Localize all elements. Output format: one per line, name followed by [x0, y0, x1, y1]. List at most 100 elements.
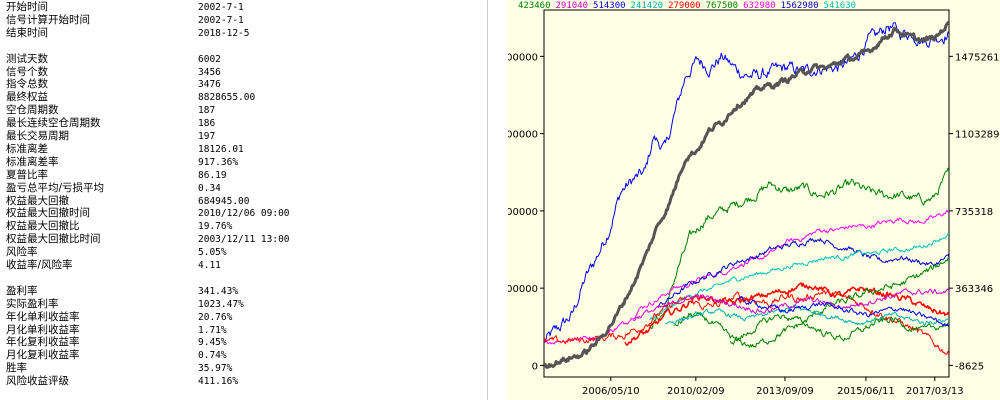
series-line [544, 20, 949, 369]
legend-entry: 1562980 [780, 1, 819, 11]
x-axis-label: 2006/05/10 [582, 386, 640, 397]
stat-row: 权益最大回撤比 19.76% [0, 220, 488, 233]
stat-row: 标准离差率 917.36% [0, 156, 488, 169]
y-axis-right-label: 363346 [955, 284, 993, 295]
legend-entry: 423460 [518, 1, 551, 11]
stat-value: 9.45% [198, 337, 227, 349]
legend-entry: 632980 [743, 1, 776, 11]
stat-value: 0.74% [198, 350, 227, 362]
stat-label: 权益最大回撤时间 [6, 207, 90, 220]
stat-label: 权益最大回撤比时间 [6, 233, 101, 246]
stat-value: 20.76% [198, 311, 233, 323]
y-axis-right-label: -8625 [955, 361, 984, 372]
stat-label: 权益最大回撤 [6, 194, 69, 207]
series-line [632, 288, 949, 321]
series-line [624, 282, 949, 346]
stat-label: 风险收益评级 [6, 375, 69, 388]
y-axis-left-label: 0 [532, 361, 538, 372]
stat-value: 2002-7-1 [198, 14, 244, 26]
stat-label: 夏普比率 [6, 168, 48, 181]
stat-label: 月化复利收益率 [6, 349, 80, 362]
series-line [657, 237, 949, 308]
stat-row: 权益最大回撤 684945.00 [0, 195, 488, 208]
legend-entry: 291040 [555, 1, 589, 11]
stat-row [0, 272, 488, 285]
stat-label: 信号个数 [6, 65, 48, 78]
stat-label: 收益率/风险率 [6, 259, 73, 271]
stat-row [0, 40, 488, 53]
stat-value: 6002 [198, 53, 221, 65]
stat-row: 风险收益评级 411.16% [0, 375, 488, 388]
stat-label: 测试天数 [6, 52, 48, 65]
stat-row: 月化单利收益率 1.71% [0, 324, 488, 337]
y-axis-right-label: 1475261 [955, 52, 1000, 63]
legend-entry: 541630 [823, 1, 857, 11]
stat-row: 权益最大回撤比时间 2003/12/11 13:00 [0, 233, 488, 246]
stat-label: 开始时间 [6, 1, 48, 13]
legend-entry: 514300 [593, 1, 626, 11]
series-line [729, 314, 949, 345]
stat-label: 最终权益 [6, 91, 48, 104]
chart-legend: 423460 291040 514300 241420 279000 767500 6329… [518, 0, 861, 12]
stat-row: 年化单利收益率 20.76% [0, 311, 488, 324]
stat-label: 盈利率 [6, 284, 38, 297]
stat-value: 19.76% [198, 221, 233, 233]
stat-value: 187 [198, 105, 216, 117]
y-axis-left-label: 4000000 [508, 207, 538, 218]
stat-row: 收益率/风险率 4.11 [0, 259, 488, 272]
stat-label: 盈亏总平均/亏损平均 [6, 181, 105, 194]
stat-label: 风险率 [6, 246, 38, 259]
stat-row: 胜率 35.97% [0, 362, 488, 375]
series-line [673, 256, 949, 348]
stat-value: 2003/12/11 13:00 [198, 234, 290, 246]
stat-label: 月化单利收益率 [6, 323, 80, 336]
stat-value: 86.19 [198, 169, 227, 181]
stat-row: 最终权益 8828655.00 [0, 91, 488, 104]
stat-row: 权益最大回撤时间 2010/12/06 09:00 [0, 207, 488, 220]
legend-entry: 279000 [668, 1, 701, 11]
stat-label: 权益最大回撤比 [6, 220, 80, 233]
stat-label: 信号计算开始时间 [6, 13, 90, 26]
y-axis-right-label: 735318 [955, 207, 993, 218]
stat-value: 1023.47% [198, 298, 244, 310]
series-line [649, 233, 949, 320]
legend-entry: 767500 [705, 1, 739, 11]
stat-value: 197 [198, 131, 216, 142]
stat-value: 3476 [198, 79, 221, 91]
stat-row: 盈亏总平均/亏损平均 0.34 [0, 182, 488, 195]
stat-row: 风险率 5.05% [0, 246, 488, 259]
stat-row: 信号个数 3456 [0, 66, 488, 79]
stat-row: 最长交易周期 197 [0, 130, 488, 143]
legend-entry: 241420 [630, 1, 664, 11]
stat-row: 结束时间 2018-12-5 [0, 27, 488, 40]
stat-value: 917.36% [198, 156, 239, 168]
stat-label: 最长交易周期 [6, 130, 69, 142]
stat-row: 年化复利收益率 9.45% [0, 336, 488, 349]
stat-row: 盈利率 341.43% [0, 285, 488, 298]
stat-value: 5.05% [198, 247, 227, 259]
equity-chart: 0 -8625 2000000 363346 4000000 735318 6000000 1… [508, 9, 1000, 397]
stat-value: 35.97% [198, 363, 233, 375]
stats-panel: 开始时间 2002-7-1 信号计算开始时间 2002-7-1 结束时间 2018-12-… [0, 0, 488, 400]
panel-divider [0, 0, 488, 400]
stat-label: 年化单利收益率 [6, 310, 80, 323]
y-axis-right-label: 1103289 [955, 130, 1000, 141]
stat-label: 胜率 [6, 362, 27, 375]
stat-value: 0.34 [198, 182, 221, 194]
stat-row: 测试天数 6002 [0, 53, 488, 66]
stat-value: 411.16% [198, 376, 239, 388]
x-axis-label: 2013/09/09 [756, 386, 814, 397]
stat-row: 夏普比率 86.19 [0, 169, 488, 182]
x-axis-label: 2017/03/13 [906, 386, 964, 397]
stat-value: 2018-12-5 [198, 27, 250, 39]
stat-label: 指令总数 [6, 78, 48, 91]
stat-row: 标准离差 18126.01 [0, 143, 488, 156]
y-axis-left-label: 2000000 [508, 284, 538, 295]
stat-value: 4.11 [198, 260, 221, 271]
stat-row: 实际盈利率 1023.47% [0, 298, 488, 311]
stat-value: 3456 [198, 66, 221, 78]
stat-row: 月化复利收益率 0.74% [0, 349, 488, 362]
series-line [737, 295, 949, 328]
stat-label: 实际盈利率 [6, 297, 59, 310]
stat-row: 开始时间 2002-7-1 [0, 1, 488, 14]
